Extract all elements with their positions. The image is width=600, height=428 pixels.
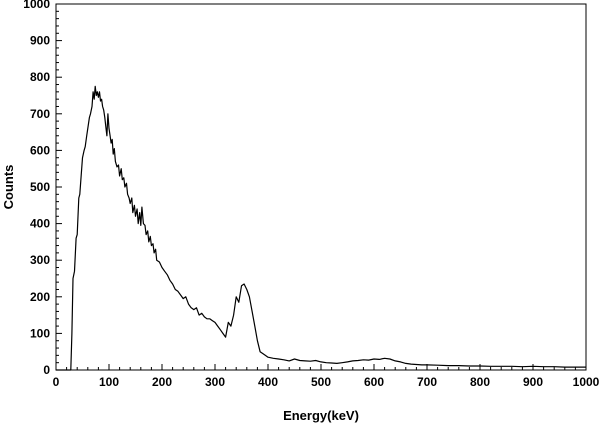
y-tick-label: 1000 bbox=[23, 0, 50, 11]
x-axis-label: Energy(keV) bbox=[283, 408, 359, 423]
x-tick-label: 900 bbox=[523, 375, 543, 389]
y-tick-label: 0 bbox=[43, 363, 50, 377]
x-tick-label: 200 bbox=[152, 375, 172, 389]
x-tick-label: 700 bbox=[417, 375, 437, 389]
y-tick-label: 100 bbox=[30, 326, 50, 340]
y-tick-label: 800 bbox=[30, 70, 50, 84]
x-tick-label: 1000 bbox=[573, 375, 600, 389]
y-axis-label: Counts bbox=[1, 165, 16, 210]
y-tick-label: 300 bbox=[30, 253, 50, 267]
y-tick-label: 200 bbox=[30, 290, 50, 304]
x-tick-label: 600 bbox=[364, 375, 384, 389]
plot-frame bbox=[55, 3, 587, 371]
y-tick-label: 400 bbox=[30, 217, 50, 231]
x-tick-label: 500 bbox=[311, 375, 331, 389]
x-tick-label: 400 bbox=[258, 375, 278, 389]
y-tick-label: 700 bbox=[30, 107, 50, 121]
x-tick-label: 300 bbox=[205, 375, 225, 389]
y-tick-label: 500 bbox=[30, 180, 50, 194]
x-axis-ticks: 0 100 200 300 400 500 600 700 800 900 1000 bbox=[53, 364, 600, 389]
spectrum-line bbox=[56, 85, 586, 371]
plot-area bbox=[55, 3, 587, 371]
y-tick-label: 900 bbox=[30, 34, 50, 48]
y-tick-label: 600 bbox=[30, 143, 50, 157]
x-tick-label: 0 bbox=[53, 375, 60, 389]
x-tick-label: 800 bbox=[470, 375, 490, 389]
x-tick-label: 100 bbox=[99, 375, 119, 389]
y-axis-ticks: 0 100 200 300 400 500 600 700 800 900 1000 bbox=[23, 0, 62, 377]
